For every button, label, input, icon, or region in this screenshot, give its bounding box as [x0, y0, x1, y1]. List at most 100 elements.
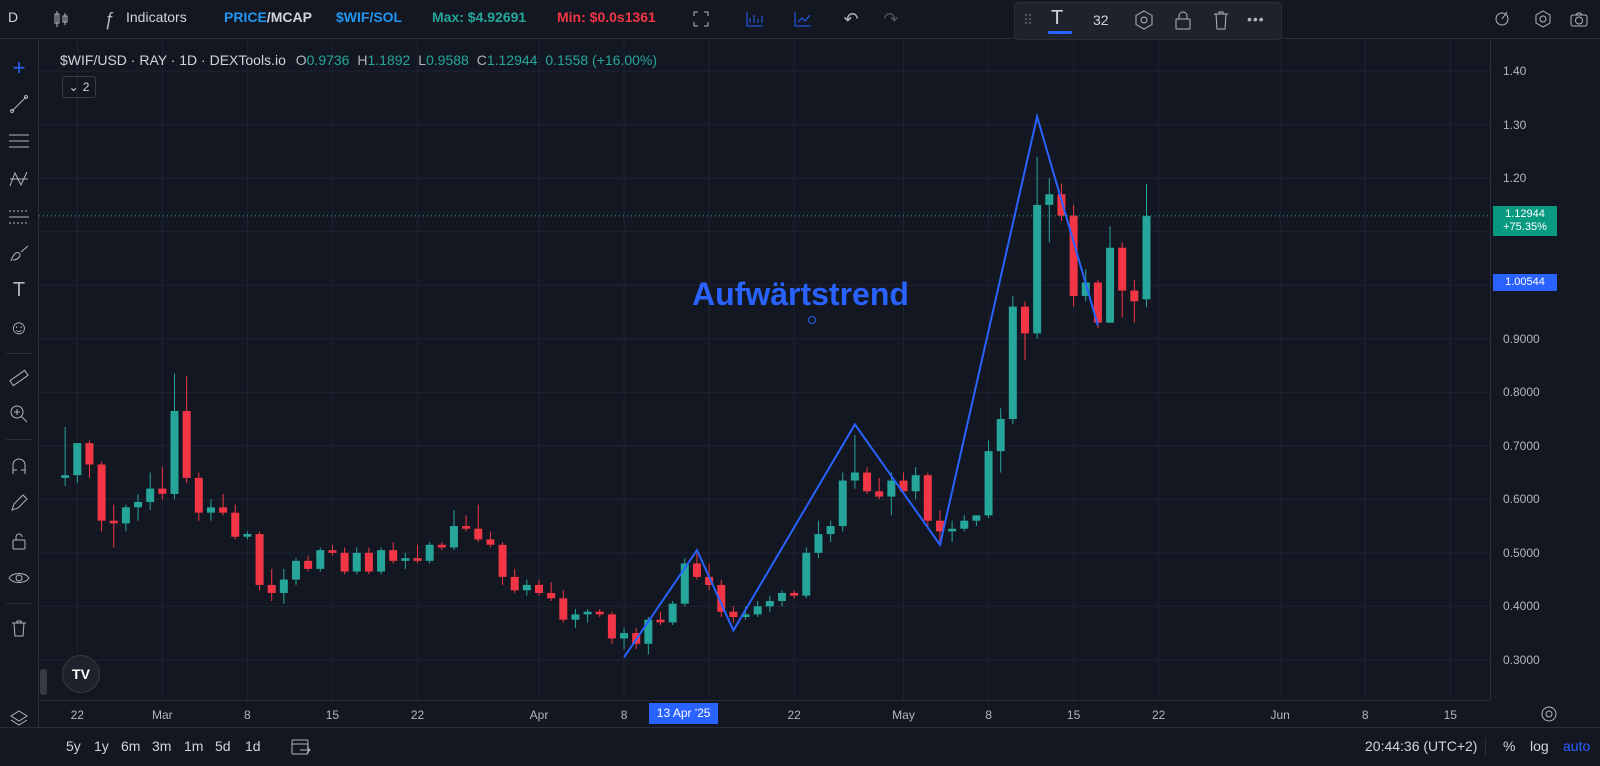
time-axis-label: 22	[70, 708, 84, 722]
stay-in-drawing-icon[interactable]	[6, 490, 32, 516]
trend-line-icon[interactable]	[6, 91, 32, 117]
price-mcap-toggle[interactable]: PRICE/MCAP	[224, 9, 312, 25]
candles-icon[interactable]	[48, 6, 74, 32]
candle-body	[364, 552, 373, 572]
eye-icon[interactable]	[6, 565, 32, 591]
settings-icon[interactable]	[1530, 6, 1556, 32]
candle-body	[863, 472, 872, 492]
timeframe-5y[interactable]: 5y	[66, 738, 81, 754]
percent-scale-toggle[interactable]: %	[1503, 738, 1516, 754]
candle-body	[960, 520, 969, 529]
ruler-icon[interactable]	[6, 365, 32, 391]
price-axis[interactable]: 1.40 1.30 1.20 0.9000 0.8000 0.7000 0.6000 0.50…	[1490, 39, 1600, 700]
candle-body	[292, 560, 300, 580]
lock-icon[interactable]	[1173, 9, 1193, 36]
price-chart[interactable]	[39, 39, 1490, 700]
time-axis-label: 22	[410, 708, 425, 722]
candle-body	[437, 544, 446, 548]
trend-annotation-text[interactable]: Aufwärtstrend	[692, 276, 909, 312]
candle-body	[109, 520, 118, 524]
candle-body	[1106, 247, 1115, 323]
price-axis-label: 0.3000	[1503, 652, 1540, 667]
compare-icon[interactable]	[790, 6, 816, 32]
text-tool-icon[interactable]: T	[12, 278, 26, 301]
auto-scale-toggle[interactable]: auto	[1563, 738, 1591, 754]
timeframe-5d[interactable]: 5d	[215, 738, 231, 754]
candle-body	[1069, 215, 1078, 296]
candle-body	[449, 526, 458, 548]
candle-body	[1008, 306, 1017, 420]
text-style-icon[interactable]: T	[1051, 7, 1064, 29]
candle-body	[838, 480, 847, 527]
indicators-button[interactable]: Indicators	[126, 9, 187, 25]
timeframe-1y[interactable]: 1y	[94, 738, 109, 754]
candle-body	[304, 560, 313, 569]
candle-body	[498, 544, 507, 577]
legend-open-value: 0.9736	[306, 52, 350, 68]
timeframe-1d[interactable]: 1d	[245, 738, 261, 754]
drag-handle-icon[interactable]: ⠿	[1023, 12, 1034, 28]
fullscreen-icon[interactable]	[688, 6, 714, 32]
toolbar-scrollbar[interactable]	[40, 669, 47, 695]
indicators-icon[interactable]: ƒ	[103, 8, 114, 29]
font-size-selector[interactable]: 32	[1093, 12, 1109, 28]
log-scale-toggle[interactable]: log	[1530, 738, 1549, 754]
time-axis-label: 8	[985, 708, 992, 722]
symbol-button[interactable]: D	[8, 9, 19, 25]
timeframe-3m[interactable]: 3m	[152, 738, 172, 754]
legend-change-value: 0.1558 (+16.00%)	[545, 52, 658, 68]
layers-icon[interactable]	[6, 705, 32, 731]
remove-drawings-icon[interactable]	[6, 615, 32, 641]
candle-body	[219, 507, 228, 513]
time-axis-label: Jun	[1270, 708, 1290, 722]
more-options-icon[interactable]: •••	[1247, 11, 1265, 27]
chart-legend: $WIF/USD · RAY · 1D · DEXTools.io O0.973…	[60, 52, 657, 68]
candle-body	[1033, 204, 1042, 334]
trend-zigzag-line	[623, 112, 1099, 658]
legend-collapse-button[interactable]: ⌄ 2	[62, 76, 96, 98]
lock-drawings-icon[interactable]	[6, 528, 32, 554]
candle-body	[1057, 194, 1066, 216]
candle-body	[535, 584, 543, 593]
candle-body	[935, 520, 944, 532]
redo-icon[interactable]: ↷	[883, 8, 899, 29]
chart-type-icon[interactable]	[742, 6, 768, 32]
time-axis[interactable]: 22 Mar 8 15 22 Apr 8 22 May 8 15 22 Jun 8 15	[39, 700, 1490, 728]
candle-body	[425, 544, 434, 561]
annotation-anchor-handle[interactable]	[808, 316, 816, 324]
fib-retracement-icon[interactable]	[6, 128, 32, 154]
clock-timezone[interactable]: 20:44:36 (UTC+2)	[1365, 738, 1478, 754]
min-price-label: Min: $0.0s1361	[557, 9, 656, 25]
zoom-in-icon[interactable]	[6, 401, 32, 427]
price-axis-label: 1.20	[1503, 171, 1527, 186]
candle-body	[571, 614, 580, 620]
magnet-icon[interactable]	[6, 453, 32, 479]
candle-body	[547, 592, 556, 599]
candle-body	[85, 443, 94, 465]
settings-hex-icon[interactable]	[1133, 9, 1155, 36]
max-price-label: Max: $4.92691	[432, 9, 527, 25]
time-axis-label: 8	[620, 708, 628, 722]
emoji-icon[interactable]: ☺	[8, 316, 30, 339]
alert-icon[interactable]	[1490, 6, 1516, 32]
crosshair-icon[interactable]: +	[12, 55, 26, 80]
pattern-icon[interactable]	[6, 166, 32, 192]
pair-sol-button[interactable]: $WIF/SOL	[336, 9, 403, 25]
axis-settings-icon[interactable]	[1540, 705, 1558, 728]
candle-body	[887, 480, 896, 497]
candle-body	[158, 488, 167, 494]
current-price-value: 1.12944	[1505, 207, 1545, 220]
brush-icon[interactable]	[6, 241, 32, 267]
timeframe-6m[interactable]: 6m	[121, 738, 141, 754]
undo-icon[interactable]: ↶	[843, 8, 859, 29]
trash-icon[interactable]	[1211, 9, 1231, 36]
chart-pane[interactable]	[39, 39, 1490, 700]
candle-body	[340, 552, 349, 572]
camera-icon[interactable]	[1566, 6, 1592, 32]
timeframe-1m[interactable]: 1m	[184, 738, 204, 754]
forecast-icon[interactable]	[6, 203, 32, 229]
candle-body	[328, 550, 337, 553]
candle-body	[267, 584, 276, 593]
date-range-icon[interactable]	[290, 736, 312, 763]
tradingview-logo[interactable]: TV	[62, 655, 100, 693]
